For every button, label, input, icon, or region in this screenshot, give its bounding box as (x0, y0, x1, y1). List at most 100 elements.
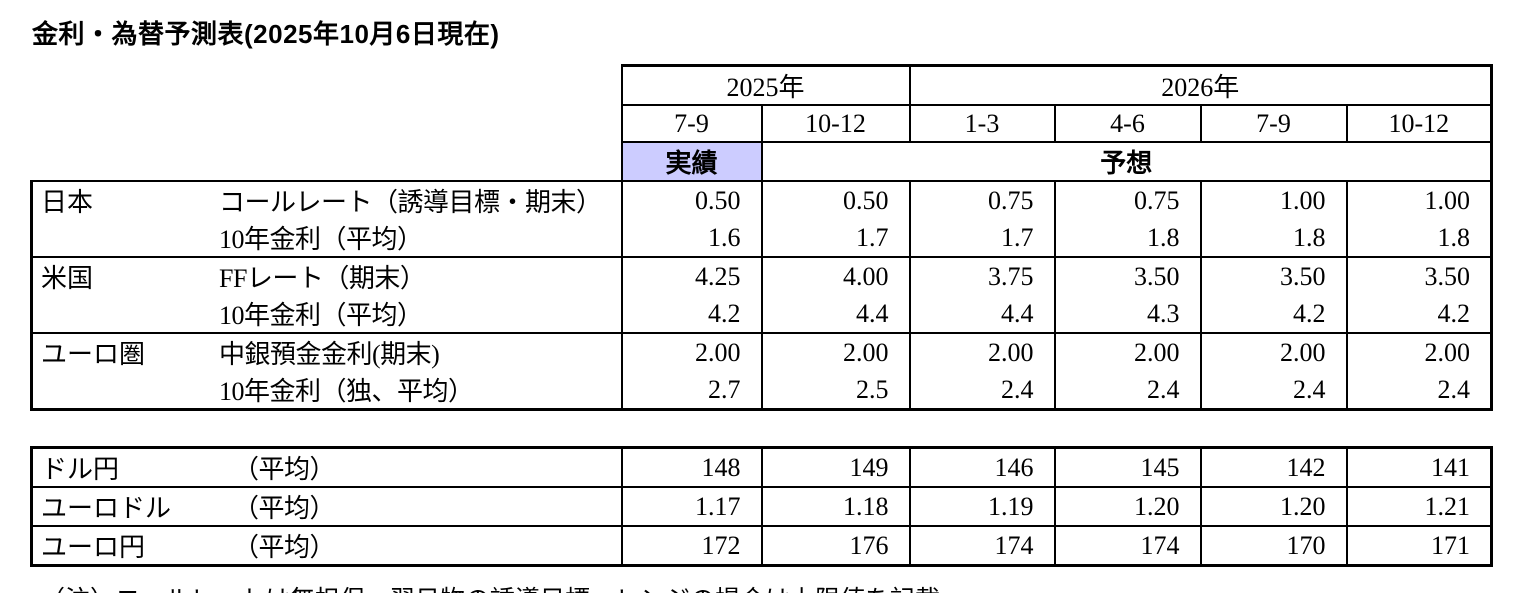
quarter-header: 1-3 (908, 104, 1056, 143)
value-cell: 2.00 (1199, 332, 1348, 371)
value-cell: 3.50 (1053, 256, 1202, 295)
indicator-label: 10年金利（独、平均） (219, 377, 474, 406)
value-cell: 1.18 (760, 486, 911, 527)
value-cell: 4.2 (1199, 295, 1348, 334)
value-cell: 2.00 (1345, 332, 1494, 371)
value-cell: 1.20 (1053, 486, 1202, 527)
value-cell: 1.19 (908, 486, 1056, 527)
value-cell: 1.17 (620, 486, 763, 527)
quarter-header: 7-9 (620, 104, 763, 143)
indicator-label: 10年金利（平均） (219, 225, 423, 254)
value-cell: 1.00 (1345, 180, 1494, 219)
region-label: 日本 (41, 188, 94, 217)
status-header-row: 実績 予想 (32, 141, 1494, 182)
value-cell: 0.75 (908, 180, 1056, 219)
value-cell: 141 (1345, 446, 1493, 488)
average-label: （平均） (233, 533, 336, 562)
value-cell: 2.4 (1199, 371, 1348, 411)
value-cell: 2.7 (620, 371, 763, 411)
indicator-label: FFレート（期末） (219, 264, 426, 293)
value-cell: 171 (1345, 525, 1493, 567)
value-cell: 2.00 (620, 332, 763, 371)
value-cell: 1.7 (908, 219, 1056, 258)
row-label-cell: 米国 FFレート（期末） (30, 256, 623, 295)
value-cell: 170 (1199, 525, 1348, 567)
row-label-cell: 10年金利（平均） (30, 219, 623, 258)
table-row-euro-deposit-rate: ユーロ圏 中銀預金金利(期末) 2.00 2.00 2.00 2.00 2.00 … (30, 332, 1494, 371)
table-row-japan-10y: 10年金利（平均） 1.6 1.7 1.7 1.8 1.8 1.8 (30, 219, 1494, 258)
corner-blank (32, 142, 622, 181)
row-label-cell: ユーロ円 （平均） (30, 525, 623, 567)
row-label-cell: ユーロドル （平均） (30, 486, 623, 527)
value-cell: 0.50 (760, 180, 911, 219)
table-row-usdjpy: ドル円 （平均） 148 149 146 145 142 141 (30, 446, 1493, 488)
row-label-cell: 日本 コールレート（誘導目標・期末） (30, 180, 623, 219)
value-cell: 0.75 (1053, 180, 1202, 219)
pair-label: ユーロ円 (41, 533, 146, 562)
value-cell: 4.4 (908, 295, 1056, 334)
page-title: 金利・為替予測表(2025年10月6日現在) (32, 19, 500, 49)
average-label: （平均） (233, 455, 336, 484)
quarter-header: 10-12 (1345, 104, 1494, 143)
table-row-us-10y: 10年金利（平均） 4.2 4.4 4.4 4.3 4.2 4.2 (30, 295, 1494, 334)
year-header: 2025年 (620, 64, 911, 106)
value-cell: 2.4 (1345, 371, 1494, 411)
quarter-header: 10-12 (760, 104, 911, 143)
value-cell: 1.00 (1199, 180, 1348, 219)
value-cell: 1.8 (1199, 219, 1348, 258)
value-cell: 4.4 (760, 295, 911, 334)
pair-label: ユーロドル (41, 494, 172, 523)
value-cell: 149 (760, 446, 911, 488)
value-cell: 3.50 (1345, 256, 1494, 295)
region-label: ユーロ圏 (41, 340, 146, 369)
corner-blank (32, 66, 622, 106)
value-cell: 2.00 (760, 332, 911, 371)
corner-blank (32, 105, 622, 142)
value-cell: 1.6 (620, 219, 763, 258)
value-cell: 148 (620, 446, 763, 488)
indicator-label: 中銀預金金利(期末) (219, 340, 440, 369)
table-row-eurusd: ユーロドル （平均） 1.17 1.18 1.19 1.20 1.20 1.21 (30, 486, 1493, 527)
value-cell: 2.4 (908, 371, 1056, 411)
value-cell: 2.00 (908, 332, 1056, 371)
value-cell: 146 (908, 446, 1056, 488)
pair-label: ドル円 (41, 455, 120, 484)
value-cell: 1.8 (1345, 219, 1494, 258)
indicator-label: 10年金利（平均） (219, 301, 423, 330)
row-label-cell: ユーロ圏 中銀預金金利(期末) (30, 332, 623, 371)
actual-badge: 実績 (620, 141, 763, 182)
row-label-cell: 10年金利（独、平均） (30, 371, 623, 411)
value-cell: 142 (1199, 446, 1348, 488)
value-cell: 145 (1053, 446, 1202, 488)
value-cell: 1.21 (1345, 486, 1493, 527)
quarter-header: 4-6 (1053, 104, 1202, 143)
table-row-euro-10y: 10年金利（独、平均） 2.7 2.5 2.4 2.4 2.4 2.4 (30, 371, 1494, 411)
value-cell: 1.8 (1053, 219, 1202, 258)
rates-forecast-table: 2025年 2026年 7-9 10-12 1-3 4-6 7-9 10-12 … (30, 64, 1494, 411)
value-cell: 1.20 (1199, 486, 1348, 527)
value-cell: 2.5 (760, 371, 911, 411)
value-cell: 4.2 (1345, 295, 1494, 334)
value-cell: 174 (908, 525, 1056, 567)
quarter-header-row: 7-9 10-12 1-3 4-6 7-9 10-12 (32, 104, 1494, 143)
value-cell: 1.7 (760, 219, 911, 258)
value-cell: 2.00 (1053, 332, 1202, 371)
value-cell: 2.4 (1053, 371, 1202, 411)
value-cell: 176 (760, 525, 911, 567)
quarter-header: 7-9 (1199, 104, 1348, 143)
region-label: 米国 (41, 264, 94, 293)
value-cell: 4.25 (620, 256, 763, 295)
table-row-japan-call-rate: 日本 コールレート（誘導目標・期末） 0.50 0.50 0.75 0.75 1.… (30, 180, 1494, 219)
row-label-cell: 10年金利（平均） (30, 295, 623, 334)
value-cell: 172 (620, 525, 763, 567)
value-cell: 174 (1053, 525, 1202, 567)
value-cell: 0.50 (620, 180, 763, 219)
value-cell: 4.3 (1053, 295, 1202, 334)
footnote: （注）コールレートは無担保・翌日物の誘導目標、レンジの場合は上限値を記載 (40, 580, 1490, 593)
value-cell: 4.00 (760, 256, 911, 295)
value-cell: 3.75 (908, 256, 1056, 295)
forecast-badge: 予想 (760, 141, 1494, 182)
table-row-eurjpy: ユーロ円 （平均） 172 176 174 174 170 171 (30, 525, 1493, 567)
year-header-row: 2025年 2026年 (32, 64, 1494, 106)
